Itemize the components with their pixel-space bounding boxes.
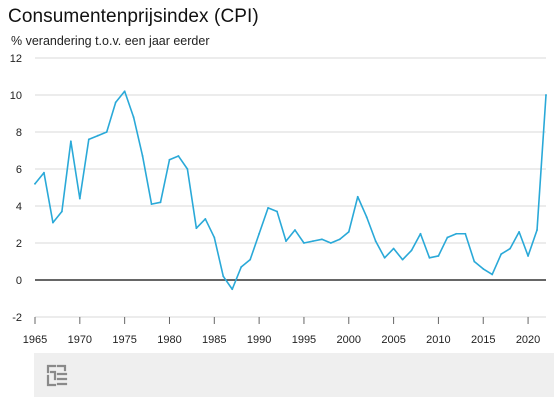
y-tick-label: 4 — [16, 201, 22, 213]
data-point — [419, 232, 422, 235]
data-point — [545, 94, 547, 96]
y-tick-label: -2 — [12, 312, 22, 324]
data-point — [213, 236, 216, 239]
data-point — [222, 275, 225, 278]
data-point — [87, 138, 90, 141]
x-tick-label: 2010 — [426, 334, 450, 346]
x-tick-label: 1975 — [112, 334, 136, 346]
y-tick-label: 6 — [16, 164, 22, 176]
data-point — [204, 218, 207, 220]
cpi-line-chart: -2 0 2 4 6 8 10 12 1965 1970 1975 1980 1985 1990 1995… — [10, 53, 547, 346]
data-point — [150, 203, 153, 206]
data-point — [347, 231, 350, 233]
data-point — [123, 90, 126, 93]
data-point — [374, 240, 377, 243]
data-point — [267, 206, 269, 209]
chart-subtitle: % verandering t.o.v. een jaar eerder — [11, 34, 210, 48]
data-point — [356, 195, 359, 198]
data-point — [536, 229, 538, 231]
data-point — [276, 210, 278, 213]
y-tick-label: 10 — [10, 90, 22, 102]
data-point — [312, 240, 314, 243]
data-point — [455, 232, 458, 235]
cbs-logo-icon — [46, 364, 68, 387]
data-point — [392, 247, 395, 250]
data-point — [428, 256, 431, 259]
y-axis-ticks: -2 0 2 4 6 8 10 12 — [10, 53, 22, 324]
data-point — [437, 255, 440, 257]
data-point — [168, 158, 171, 161]
x-axis-ticks: 1965 1970 1975 1980 1985 1990 1995 2000 2005 2010… — [23, 317, 540, 346]
y-tick-label: 2 — [16, 238, 22, 250]
x-tick-label: 1980 — [157, 334, 181, 346]
data-point — [159, 201, 162, 204]
data-point — [195, 227, 198, 230]
x-tick-label: 1965 — [23, 334, 47, 346]
x-tick-label: 1995 — [292, 334, 316, 346]
data-point — [177, 155, 180, 157]
data-point — [383, 256, 386, 259]
data-point — [141, 155, 144, 157]
data-point — [105, 131, 108, 133]
data-point — [249, 258, 252, 261]
data-point — [96, 134, 99, 137]
data-point — [329, 242, 332, 244]
data-point — [285, 240, 287, 243]
data-point — [60, 210, 63, 213]
data-point — [338, 238, 341, 241]
data-point — [473, 260, 476, 263]
data-point — [231, 288, 234, 291]
data-point — [34, 182, 36, 185]
x-tick-label: 2000 — [337, 334, 361, 346]
data-point — [410, 249, 413, 252]
x-tick-label: 1985 — [202, 334, 226, 346]
y-tick-label: 12 — [10, 53, 22, 65]
x-tick-label: 2005 — [381, 334, 405, 346]
data-point — [464, 232, 467, 235]
data-point — [114, 101, 117, 104]
data-point — [320, 238, 323, 241]
x-tick-label: 2020 — [516, 334, 540, 346]
gridlines — [35, 57, 546, 318]
data-point — [294, 229, 296, 231]
data-point — [491, 273, 494, 276]
data-point — [52, 221, 54, 224]
data-point — [258, 232, 261, 235]
x-tick-label: 1990 — [247, 334, 271, 346]
data-point — [303, 242, 305, 244]
data-point — [240, 266, 243, 268]
data-point — [527, 255, 529, 257]
series-layer — [34, 90, 547, 291]
y-tick-label: 0 — [16, 275, 22, 287]
x-tick-label: 1970 — [68, 334, 92, 346]
data-point — [509, 247, 512, 250]
data-point — [78, 197, 81, 200]
data-point — [518, 231, 521, 233]
data-point — [500, 253, 503, 256]
data-point — [365, 216, 368, 219]
chart-title: Consumentenprijsindex (CPI) — [8, 6, 259, 27]
x-tick-label: 2015 — [471, 334, 495, 346]
data-point — [401, 258, 404, 261]
y-tick-label: 8 — [16, 127, 22, 139]
data-point — [69, 140, 72, 143]
footer-bar — [34, 353, 554, 397]
cpi-series-line — [34, 90, 547, 291]
data-point — [43, 171, 45, 174]
data-point — [446, 236, 449, 239]
data-point — [186, 168, 189, 170]
data-point — [482, 268, 485, 270]
data-point — [132, 116, 135, 119]
